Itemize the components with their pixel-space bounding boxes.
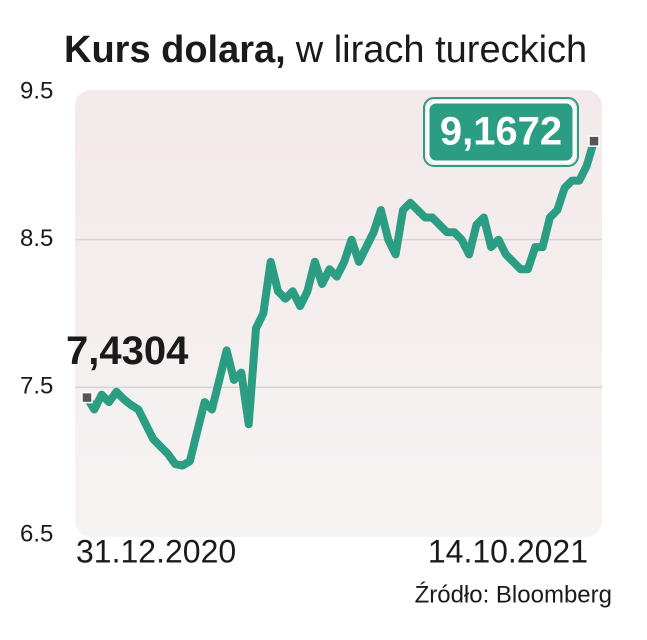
source: Źródło: Bloomberg [415,581,612,608]
line [83,137,598,470]
callout-box [426,100,576,164]
x-tick-label: 31.12.2020 [76,533,236,569]
point-marker [588,135,600,147]
plot-area [75,90,602,537]
title-normal: w lirach tureckich [295,29,587,71]
chart-title: Kurs dolara, w lirach tureckich [64,29,587,71]
value-label: 7,4304 [66,329,189,373]
y-tick-label: 7.5 [20,373,53,400]
y-tick-label: 9.5 [20,77,53,104]
value-label: 9,1672 [440,110,562,154]
value-callout: 9,1672 [423,97,579,167]
point-marker [81,391,93,404]
x-tick-label: 14.10.2021 [428,533,588,569]
y-tick-label: 6.5 [20,520,53,547]
y-tick-label: 8.5 [20,225,53,252]
title-bold: Kurs dolara, [64,29,286,71]
callout-border [423,97,579,167]
